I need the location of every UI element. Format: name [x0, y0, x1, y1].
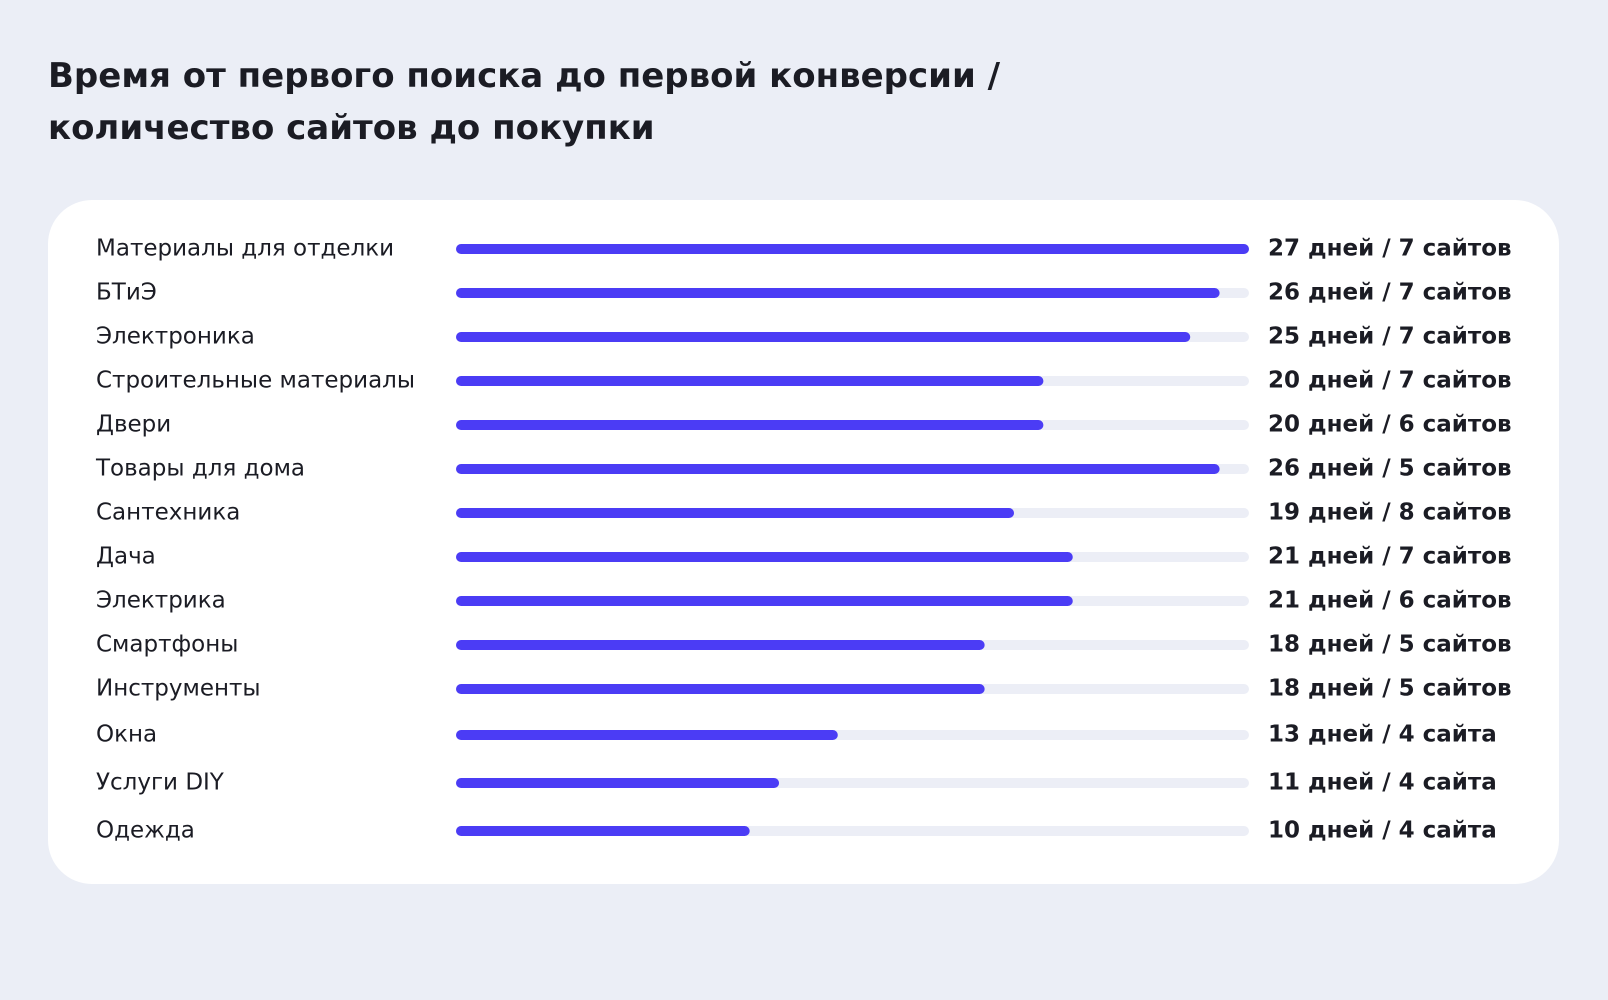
value-label: 26 дней / 5 сайтов	[1268, 456, 1512, 482]
bar	[456, 464, 1220, 474]
card	[48, 200, 1559, 884]
bar	[456, 730, 838, 740]
value-label: 19 дней / 8 сайтов	[1268, 500, 1512, 526]
chart-title: Время от первого поиска до первой конвер…	[48, 56, 1001, 148]
category-label: Услуги DIY	[96, 770, 225, 796]
value-label: 26 дней / 7 сайтов	[1268, 280, 1512, 306]
value-label: 11 дней / 4 сайта	[1268, 770, 1497, 796]
value-label: 20 дней / 6 сайтов	[1268, 412, 1512, 438]
category-label: Инструменты	[96, 676, 261, 702]
value-label: 27 дней / 7 сайтов	[1268, 236, 1512, 262]
bar	[456, 288, 1220, 298]
category-label: Строительные материалы	[96, 368, 415, 394]
value-label: 10 дней / 4 сайта	[1268, 818, 1497, 844]
bar	[456, 778, 780, 788]
category-label: Сантехника	[96, 500, 240, 526]
category-label: Одежда	[96, 818, 195, 844]
category-label: Окна	[96, 722, 157, 748]
bar	[456, 596, 1073, 606]
bar	[456, 376, 1044, 386]
category-label: Дача	[96, 544, 156, 570]
bar	[456, 244, 1249, 254]
category-label: Товары для дома	[95, 456, 305, 482]
value-label: 21 дней / 7 сайтов	[1268, 544, 1512, 570]
bar	[456, 552, 1073, 562]
bar	[456, 640, 985, 650]
value-label: 18 дней / 5 сайтов	[1268, 676, 1512, 702]
bar	[456, 420, 1044, 430]
bar	[456, 684, 985, 694]
value-label: 21 дней / 6 сайтов	[1268, 588, 1512, 614]
bar	[456, 508, 1015, 518]
category-label: БТиЭ	[96, 280, 157, 306]
value-label: 13 дней / 4 сайта	[1268, 722, 1497, 748]
category-label: Материалы для отделки	[96, 236, 394, 262]
category-label: Смартфоны	[96, 632, 238, 658]
value-label: 20 дней / 7 сайтов	[1268, 368, 1512, 394]
category-label: Электроника	[96, 324, 255, 350]
value-label: 18 дней / 5 сайтов	[1268, 632, 1512, 658]
category-label: Электрика	[96, 588, 226, 614]
bar	[456, 332, 1191, 342]
value-label: 25 дней / 7 сайтов	[1268, 324, 1512, 350]
bar	[456, 826, 750, 836]
category-label: Двери	[96, 412, 171, 438]
